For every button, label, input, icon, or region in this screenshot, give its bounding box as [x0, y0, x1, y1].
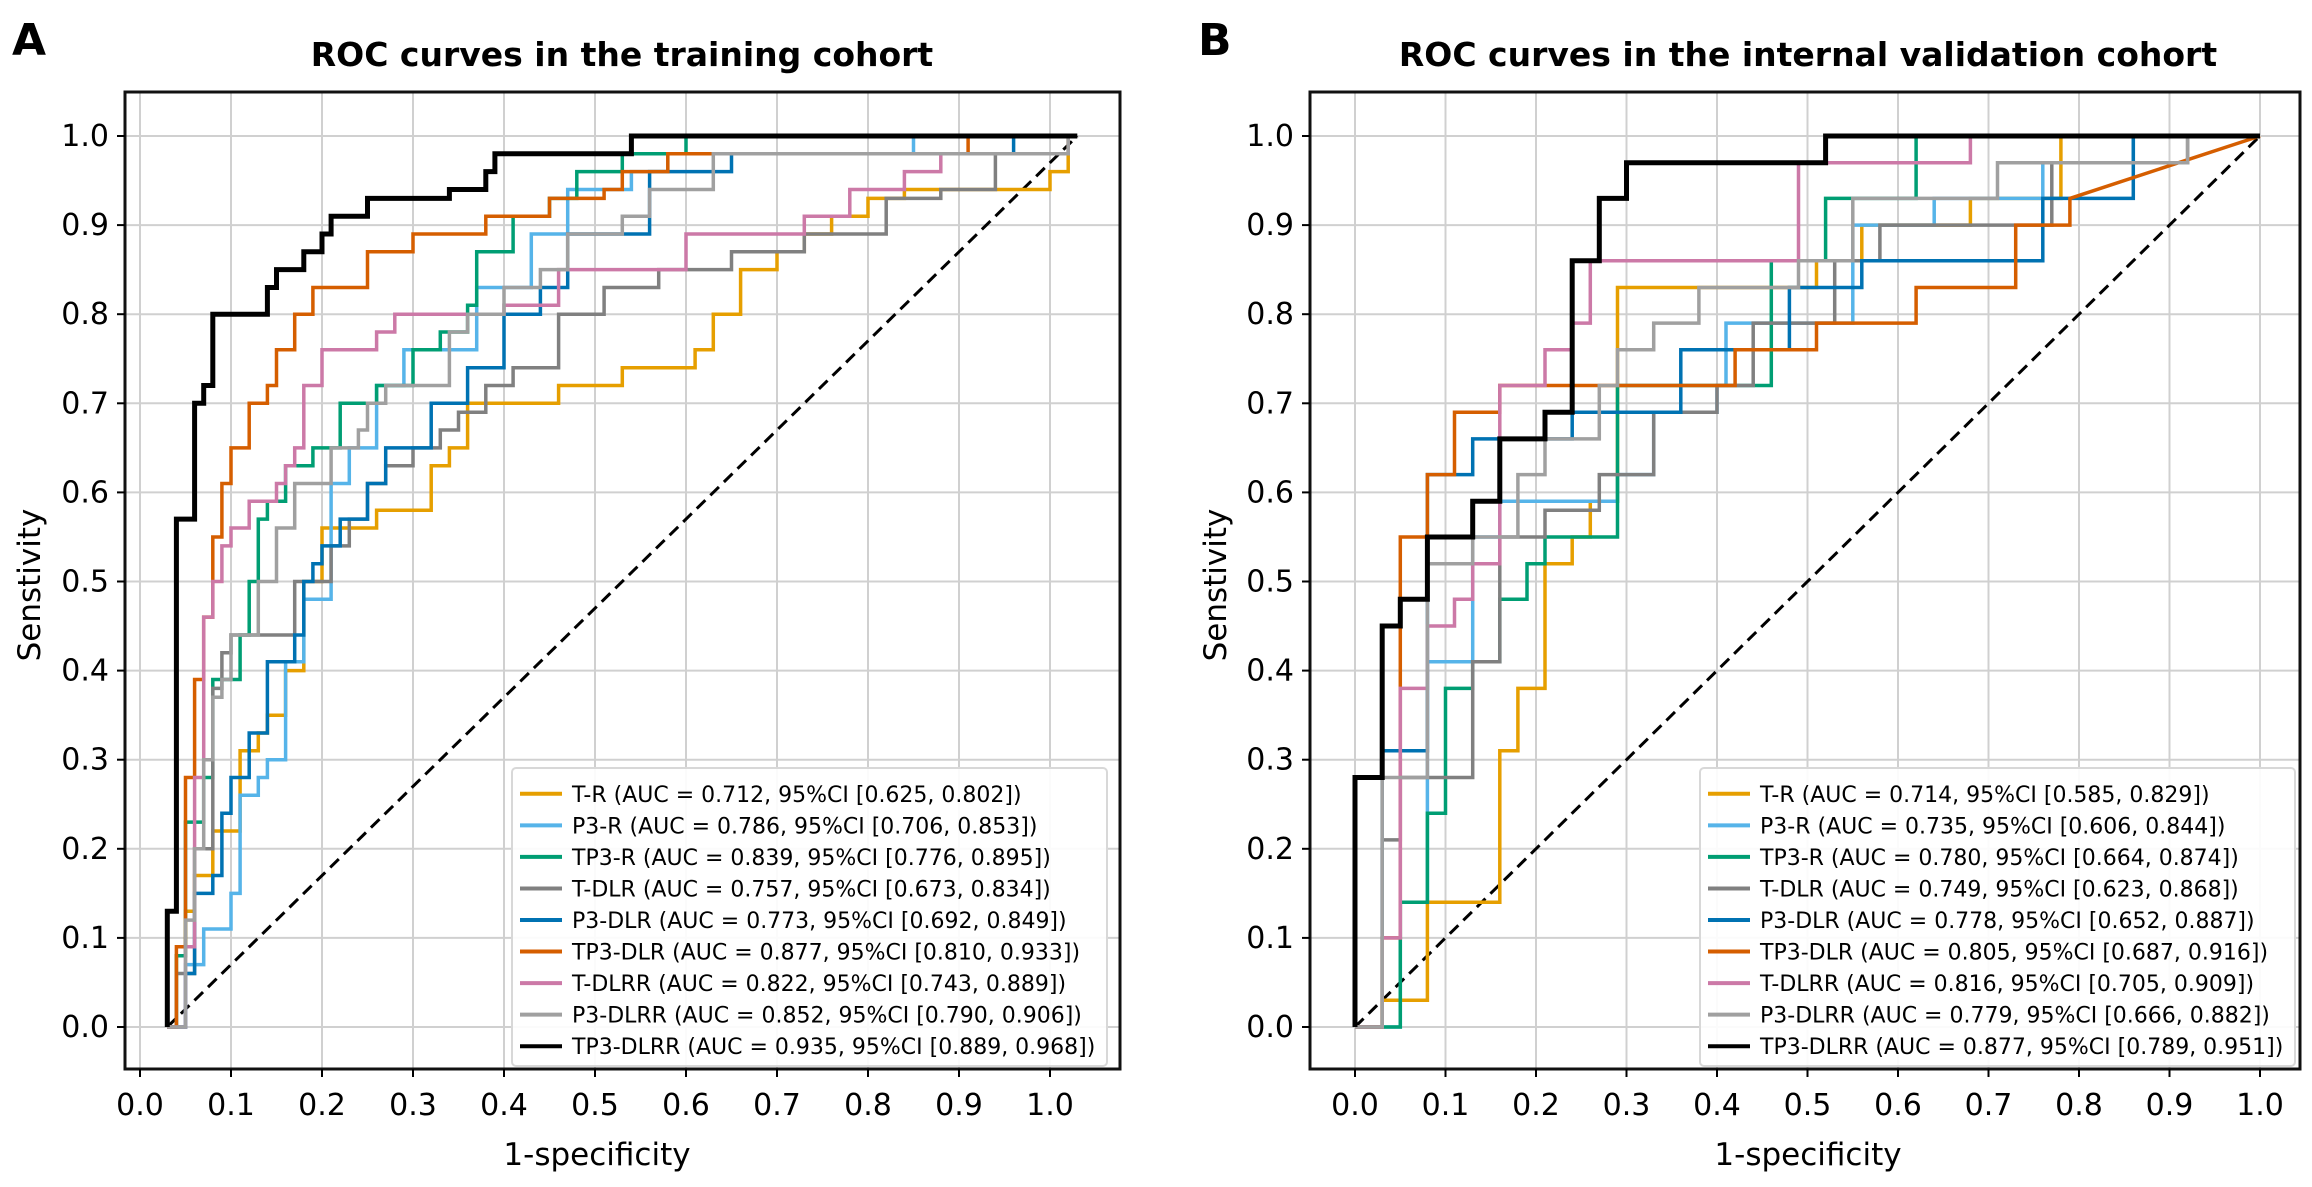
roc-curve-p3-dlrr [1355, 134, 2260, 1029]
roc-curve-tp3-dlrr [164, 133, 1078, 1027]
legend-entry-t-r: T-R (AUC = 0.712, 95%CI [0.625, 0.802]) [571, 783, 1022, 808]
y-tick-label: 0.5 [61, 565, 109, 600]
x-tick-label: 0.6 [1874, 1088, 1922, 1123]
y-tick-label: 0.2 [61, 832, 109, 867]
legend-entry-tp3-dlr: TP3-DLR (AUC = 0.877, 95%CI [0.810, 0.93… [571, 941, 1080, 966]
y-tick-label: 0.6 [1246, 475, 1294, 510]
roc-curve-p3-r [167, 134, 1069, 1029]
y-tick-label: 0.1 [1246, 921, 1294, 956]
chance-diagonal-line [1353, 134, 2262, 1029]
legend-entry-p3-dlr: P3-DLR (AUC = 0.773, 95%CI [0.692, 0.849… [572, 909, 1067, 934]
y-tick-label: 0.3 [61, 743, 109, 778]
y-tick-label: 1.0 [61, 119, 109, 154]
x-ticks: 0.0 0.1 0.2 0.3 0.4 0.5 0.6 0.7 0.8 0.9 1.0 [1331, 1069, 2284, 1123]
x-axis-label: 1-specificity [1714, 1137, 1901, 1173]
y-tick-label: 0.1 [61, 921, 109, 956]
y-tick-label: 0.8 [61, 297, 109, 332]
y-tick-label: 0.6 [61, 475, 109, 510]
legend-entry-t-r: T-R (AUC = 0.714, 95%CI [0.585, 0.829]) [1759, 783, 2210, 808]
roc-curve-t-dlrr [167, 136, 1070, 1029]
legend-entry-p3-r: P3-R (AUC = 0.735, 95%CI [0.606, 0.844]) [1760, 814, 2225, 839]
x-tick-label: 0.2 [298, 1088, 346, 1123]
x-tick-label: 0.1 [1422, 1088, 1470, 1123]
y-tick-label: 0.4 [1246, 654, 1294, 689]
legend-entry-t-dlrr: T-DLRR (AUC = 0.822, 95%CI [0.743, 0.889… [571, 972, 1066, 997]
y-ticks: 0.0 0.1 0.2 0.3 0.4 0.5 0.6 0.7 0.8 0.9 1.0 [61, 119, 125, 1045]
x-tick-label: 0.2 [1512, 1088, 1560, 1123]
y-tick-label: 0.3 [1246, 743, 1294, 778]
y-tick-label: 0.8 [1246, 297, 1294, 332]
x-tick-label: 0.4 [480, 1088, 528, 1123]
legend-entry-tp3-dlrr: TP3-DLRR (AUC = 0.877, 95%CI [0.789, 0.9… [1759, 1035, 2283, 1060]
legend-box [1699, 767, 2296, 1067]
curves [1352, 133, 2262, 1029]
legend-entry-t-dlr: T-DLR (AUC = 0.757, 95%CI [0.673, 0.834]… [571, 877, 1051, 902]
x-axis-label: 1-specificity [503, 1137, 690, 1173]
legend-entry-tp3-r: TP3-R (AUC = 0.780, 95%CI [0.664, 0.874]… [1759, 846, 2239, 871]
legend-entry-tp3-dlr: TP3-DLR (AUC = 0.805, 95%CI [0.687, 0.91… [1759, 941, 2268, 966]
legend-entry-p3-dlr: P3-DLR (AUC = 0.778, 95%CI [0.652, 0.887… [1760, 909, 2255, 934]
legend: T-R (AUC = 0.712, 95%CI [0.625, 0.802]) P… [511, 767, 1108, 1067]
x-tick-label: 0.3 [389, 1088, 437, 1123]
chart-title: ROC curves in the internal validation co… [1399, 35, 2217, 74]
legend-entry-t-dlr: T-DLR (AUC = 0.749, 95%CI [0.623, 0.868]… [1759, 877, 2239, 902]
x-tick-label: 0.5 [1784, 1088, 1832, 1123]
x-tick-label: 1.0 [2236, 1088, 2284, 1123]
x-tick-label: 0.1 [207, 1088, 255, 1123]
x-tick-label: 0.4 [1693, 1088, 1741, 1123]
x-tick-label: 0.0 [1331, 1088, 1379, 1123]
y-tick-label: 0.7 [61, 386, 109, 421]
panel-b: B ROC curves in the internal validation … [1198, 15, 2302, 1173]
y-tick-label: 0.5 [1246, 565, 1294, 600]
y-tick-label: 0.9 [61, 208, 109, 243]
y-tick-label: 0.9 [1246, 208, 1294, 243]
y-tick-label: 0.0 [61, 1010, 109, 1045]
y-tick-label: 0.7 [1246, 386, 1294, 421]
y-tick-label: 0.2 [1246, 832, 1294, 867]
legend-entry-p3-r: P3-R (AUC = 0.786, 95%CI [0.706, 0.853]) [572, 814, 1037, 839]
x-tick-label: 0.0 [116, 1088, 164, 1123]
legend-entry-tp3-r: TP3-R (AUC = 0.839, 95%CI [0.776, 0.895]… [571, 846, 1051, 871]
legend-entry-tp3-dlrr: TP3-DLRR (AUC = 0.935, 95%CI [0.889, 0.9… [571, 1035, 1095, 1060]
x-tick-label: 0.8 [2055, 1088, 2103, 1123]
y-tick-label: 0.4 [61, 654, 109, 689]
panel-a: A ROC curves in the training cohort 0.0 0… [12, 15, 1122, 1173]
roc-curve-tp3-r [1355, 134, 2260, 1029]
panel-label: B [1198, 15, 1232, 66]
y-tick-label: 0.0 [1246, 1010, 1294, 1045]
roc-curve-t-dlr [1355, 134, 2260, 1029]
x-tick-label: 0.5 [571, 1088, 619, 1123]
x-tick-label: 0.9 [935, 1088, 983, 1123]
legend-entry-t-dlrr: T-DLRR (AUC = 0.816, 95%CI [0.705, 0.909… [1759, 972, 2254, 997]
chance-diagonal-line [166, 134, 1079, 1029]
roc-curve-p3-dlrr [167, 136, 1070, 1029]
x-tick-label: 1.0 [1026, 1088, 1074, 1123]
x-tick-label: 0.6 [662, 1088, 710, 1123]
y-ticks: 0.0 0.1 0.2 0.3 0.4 0.5 0.6 0.7 0.8 0.9 1.0 [1246, 119, 1310, 1045]
legend-box [511, 767, 1108, 1067]
roc-curve-tp3-dlrr [1352, 133, 2260, 1027]
chart-title: ROC curves in the training cohort [311, 35, 934, 74]
panel-label: A [12, 15, 46, 66]
y-axis-label: Senstivity [12, 509, 48, 662]
legend: T-R (AUC = 0.714, 95%CI [0.585, 0.829]) P… [1699, 767, 2296, 1067]
x-tick-label: 0.3 [1603, 1088, 1651, 1123]
x-ticks: 0.0 0.1 0.2 0.3 0.4 0.5 0.6 0.7 0.8 0.9 1.0 [116, 1069, 1074, 1123]
x-tick-label: 0.8 [844, 1088, 892, 1123]
legend-entry-p3-dlrr: P3-DLRR (AUC = 0.852, 95%CI [0.790, 0.90… [572, 1004, 1082, 1029]
y-axis-label: Senstivity [1198, 509, 1234, 662]
curves [164, 133, 1079, 1029]
x-tick-label: 0.7 [753, 1088, 801, 1123]
x-tick-label: 0.7 [1965, 1088, 2013, 1123]
y-tick-label: 1.0 [1246, 119, 1294, 154]
x-tick-label: 0.9 [2146, 1088, 2194, 1123]
legend-entry-p3-dlrr: P3-DLRR (AUC = 0.779, 95%CI [0.666, 0.88… [1760, 1004, 2270, 1029]
